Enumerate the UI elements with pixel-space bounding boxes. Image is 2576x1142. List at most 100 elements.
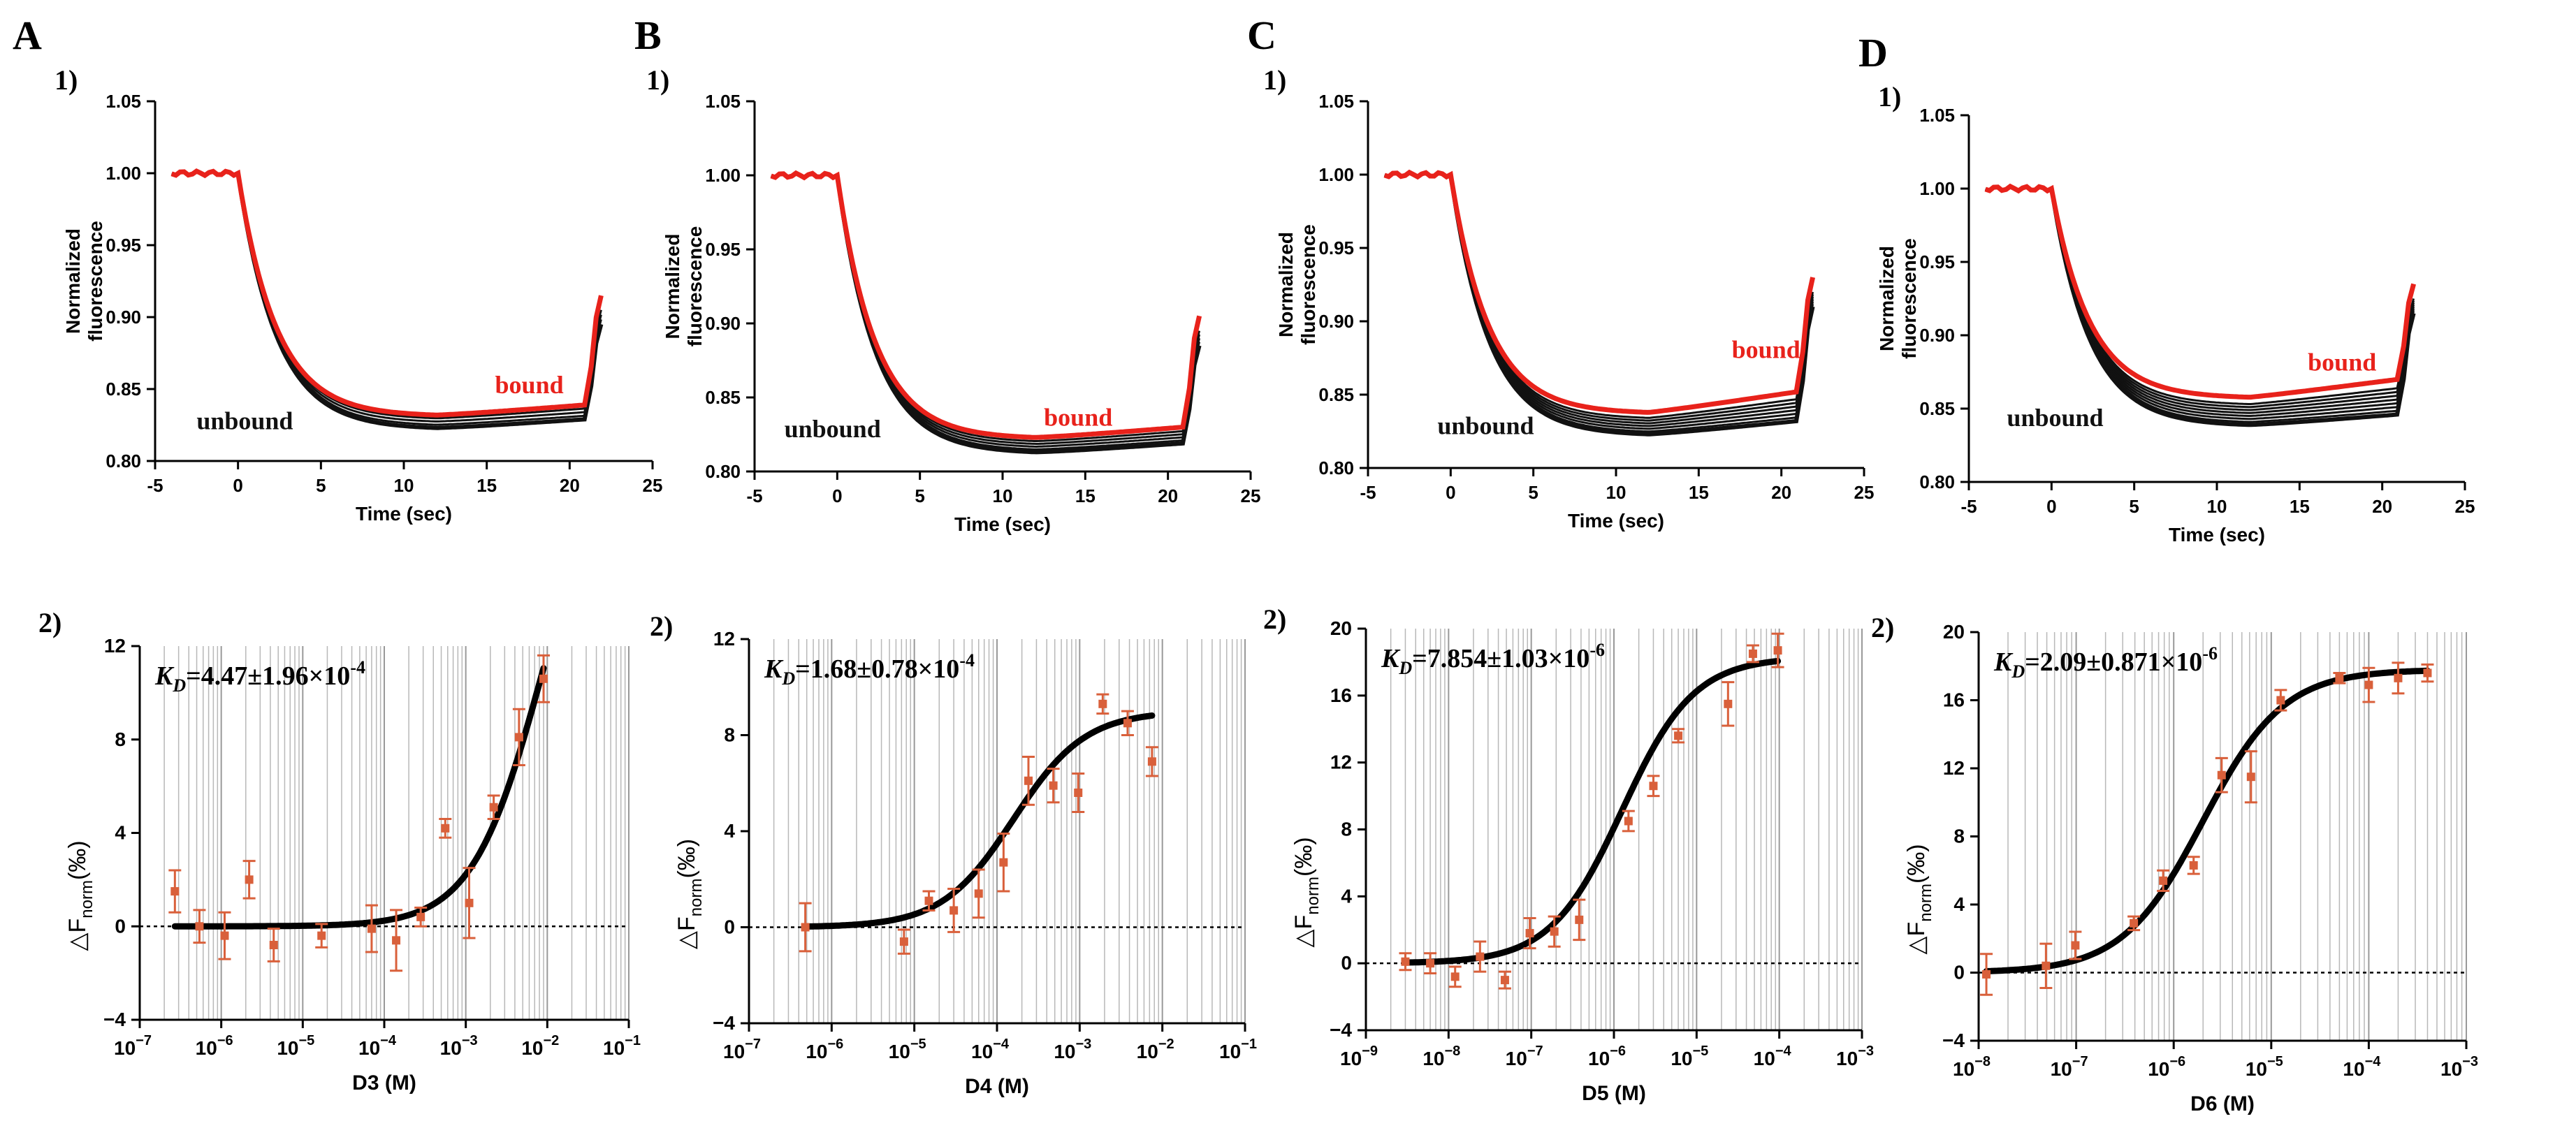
subpanel-label: 1) xyxy=(1263,64,1286,96)
unbound-trace-line xyxy=(771,172,1201,451)
data-point xyxy=(1724,699,1733,708)
data-point xyxy=(367,924,376,933)
x-tick-exponent: −6 xyxy=(1610,1044,1626,1059)
x-tick-label: 5 xyxy=(915,485,924,506)
y-tick-label: 0.80 xyxy=(1919,471,1955,492)
kinetics-plot-1: 0.80 0.85 0.90 0.95 1.00 1.05 -5 0 5 10 15 20 25 Time… xyxy=(662,91,1260,535)
kd-exponent: -4 xyxy=(350,657,365,678)
unbound-trace-line xyxy=(771,172,1201,448)
x-axis-label: Time (sec) xyxy=(356,503,452,525)
y-tick-label: 1.00 xyxy=(1919,178,1955,199)
x-tick-label: 10−3 xyxy=(1836,1044,1874,1069)
x-tick-label: 10−5 xyxy=(889,1037,926,1062)
subpanel-label: 1) xyxy=(1878,81,1901,112)
x-tick-label: 20 xyxy=(560,475,580,496)
x-tick-label: 10−6 xyxy=(806,1037,843,1062)
subpanel-label: 1) xyxy=(54,64,78,96)
x-tick-label: 10−7 xyxy=(723,1037,761,1062)
y-tick-label: 0.90 xyxy=(105,307,141,328)
x-tick-label: 10−3 xyxy=(2440,1054,2478,1080)
data-point xyxy=(269,941,278,949)
bound-trace-line xyxy=(1383,169,1816,415)
y-label-part: (‰) xyxy=(64,840,91,880)
x-tick-label: 15 xyxy=(1075,485,1096,506)
data-point xyxy=(1773,646,1782,655)
data-point xyxy=(2071,941,2080,950)
kd-subscript: D xyxy=(781,668,795,689)
data-point xyxy=(2423,668,2432,678)
unbound-trace-line xyxy=(1985,185,2415,417)
x-tick-label: 10 xyxy=(1606,482,1627,503)
y-tick-label: 12 xyxy=(713,628,735,650)
y-axis-label-line: Normalized xyxy=(1275,232,1297,337)
y-tick-label: 8 xyxy=(1341,819,1352,840)
y-tick-label: 0.85 xyxy=(1318,384,1354,405)
data-point xyxy=(1074,789,1083,797)
x-tick-label: 10−8 xyxy=(1422,1044,1460,1069)
x-tick-exponent: −3 xyxy=(1858,1044,1874,1059)
data-point xyxy=(489,803,498,812)
x-tick-label: 10−4 xyxy=(1754,1044,1792,1069)
x-tick-label: 15 xyxy=(476,475,497,496)
y-tick-label: 8 xyxy=(724,724,735,746)
data-point xyxy=(1500,976,1509,985)
y-tick-label: 0.95 xyxy=(105,235,141,256)
data-point xyxy=(1426,959,1435,968)
subpanel-label: 2) xyxy=(1263,603,1286,635)
data-point xyxy=(2246,773,2255,782)
x-tick-label: 10−5 xyxy=(1671,1044,1708,1069)
x-tick-label: 0 xyxy=(233,475,242,496)
x-axis-label: D3 (M) xyxy=(352,1071,416,1095)
data-point xyxy=(392,936,401,945)
kd-symbol: K xyxy=(154,661,175,691)
y-axis-label-line: fluorescence xyxy=(1297,224,1319,345)
fit-curve xyxy=(1402,657,1782,966)
x-tick-label: -5 xyxy=(1360,482,1376,503)
unbound-trace-line xyxy=(1383,170,1815,437)
x-tick-exponent: −4 xyxy=(380,1033,397,1048)
unbound-trace-line xyxy=(1384,171,1814,430)
y-label-part: (‰) xyxy=(1903,844,1930,884)
y-tick-label: 1.05 xyxy=(1318,91,1354,112)
y-tick-label: 8 xyxy=(115,729,126,750)
x-tick-exponent: −5 xyxy=(299,1033,315,1048)
x-tick-exponent: −6 xyxy=(217,1033,233,1048)
y-tick-label: 4 xyxy=(724,820,735,842)
y-tick-label: 0.90 xyxy=(1919,325,1955,346)
x-tick-exponent: −1 xyxy=(625,1033,641,1048)
y-axis-label: Normalizedfluorescence xyxy=(662,226,706,347)
x-tick-label: 10−6 xyxy=(196,1033,233,1059)
data-point xyxy=(2189,861,2198,870)
x-tick-label: 5 xyxy=(316,475,326,496)
kd-exponent: -6 xyxy=(1589,640,1605,660)
x-tick-label: 0 xyxy=(2046,496,2056,517)
data-point xyxy=(245,875,254,884)
data-point xyxy=(1748,649,1757,658)
kd-subscript: D xyxy=(2011,661,2025,682)
x-tick-exponent: −4 xyxy=(2365,1054,2382,1069)
panel-letter-D: D xyxy=(1858,30,1888,75)
data-point xyxy=(2217,770,2226,779)
y-label-subscript: norm xyxy=(78,880,96,918)
x-tick-label: 10−6 xyxy=(1588,1044,1626,1069)
data-point xyxy=(1550,927,1559,936)
y-tick-label: 0 xyxy=(724,916,735,938)
x-tick-exponent: −8 xyxy=(1445,1044,1461,1059)
data-point xyxy=(1525,929,1534,938)
kd-exponent: -6 xyxy=(2202,643,2218,664)
x-tick-label: 10−3 xyxy=(440,1033,478,1059)
fit-curve xyxy=(802,712,1156,930)
unbound-label: unbound xyxy=(785,415,881,443)
bound-trace-line xyxy=(170,168,604,418)
y-tick-label: 1.05 xyxy=(705,91,741,112)
x-tick-exponent: −8 xyxy=(1974,1054,1991,1069)
x-tick-label: 10−7 xyxy=(2051,1054,2088,1080)
x-tick-exponent: −9 xyxy=(1362,1044,1378,1059)
x-tick-label: 25 xyxy=(1241,485,1261,506)
unbound-trace-line xyxy=(771,172,1201,446)
y-tick-label: 0.85 xyxy=(1919,398,1955,419)
y-axis-label: △Fnorm(‰) xyxy=(674,839,706,949)
y-tick-label: 4 xyxy=(1953,893,1965,915)
bound-label: bound xyxy=(2308,348,2376,376)
x-axis-label: D4 (M) xyxy=(965,1075,1029,1098)
